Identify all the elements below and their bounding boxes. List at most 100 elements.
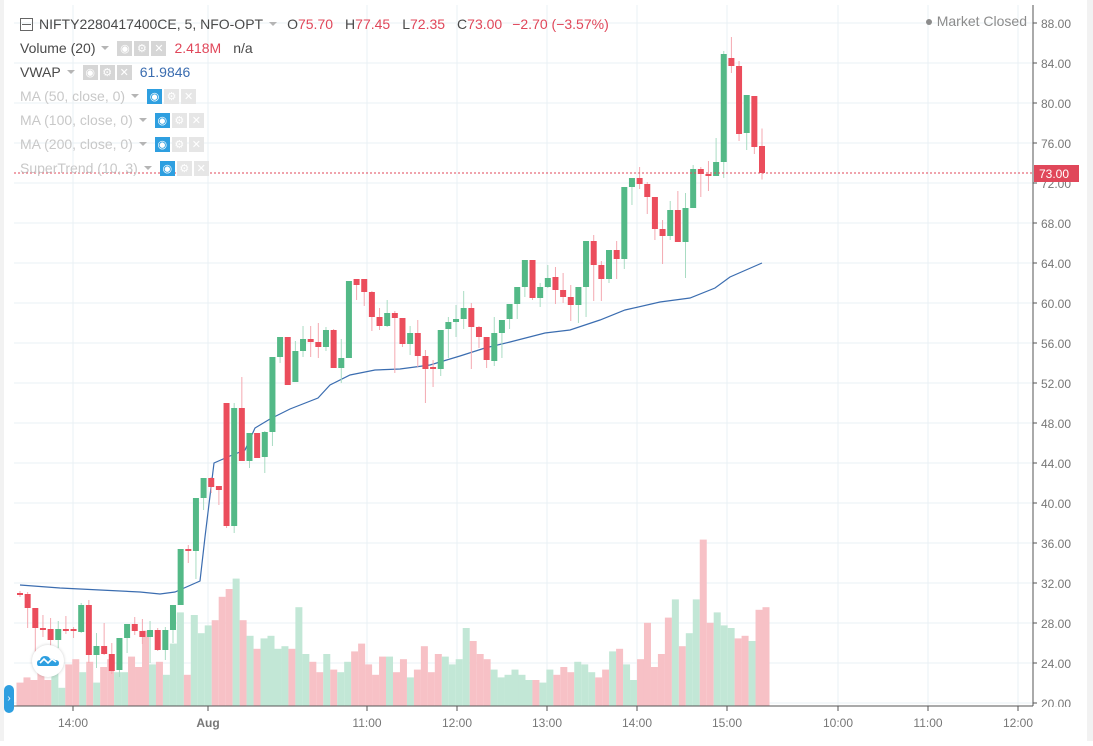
volume-bar bbox=[37, 651, 45, 706]
volume-bar bbox=[734, 638, 742, 706]
candle bbox=[445, 322, 452, 329]
symbol-title[interactable]: NIFTY2280417400CE, 5, NFO-OPT bbox=[39, 16, 264, 32]
close-icon[interactable]: ✕ bbox=[188, 112, 204, 128]
candle bbox=[636, 178, 643, 184]
indicator-caret-icon[interactable] bbox=[143, 166, 152, 170]
volume-bar bbox=[483, 659, 491, 706]
indicator-caret-icon[interactable] bbox=[101, 46, 110, 50]
volume-bar bbox=[365, 664, 373, 706]
price-tick-label: 88.00 bbox=[1041, 17, 1071, 31]
eye-icon[interactable]: ◉ bbox=[159, 160, 175, 176]
candle bbox=[407, 333, 414, 344]
volume-bar bbox=[337, 672, 345, 706]
indicator-caret-icon[interactable] bbox=[138, 142, 147, 146]
volume-bar bbox=[560, 667, 568, 706]
close-icon[interactable]: ✕ bbox=[193, 160, 209, 176]
candle bbox=[277, 337, 284, 357]
candle bbox=[322, 330, 329, 347]
gear-icon[interactable]: ⚙ bbox=[176, 160, 192, 176]
volume-bar bbox=[309, 661, 317, 706]
volume-bar bbox=[190, 615, 198, 706]
volume-bar bbox=[406, 677, 414, 706]
volume-bar bbox=[685, 633, 693, 706]
volume-bar bbox=[511, 669, 519, 706]
collapse-legend-icon[interactable] bbox=[20, 17, 33, 31]
volume-bar bbox=[323, 654, 331, 706]
low-value: 72.35 bbox=[410, 16, 446, 32]
volume-bar bbox=[462, 628, 470, 706]
indicator-caret-icon[interactable] bbox=[131, 94, 140, 98]
candle bbox=[139, 631, 146, 637]
close-icon[interactable]: ✕ bbox=[188, 136, 204, 152]
side-panel-toggle[interactable]: › bbox=[4, 685, 14, 713]
candle bbox=[644, 184, 651, 197]
volume-bar bbox=[567, 672, 575, 706]
eye-icon[interactable]: ◉ bbox=[154, 136, 170, 152]
volume-bar bbox=[204, 625, 212, 706]
candle bbox=[215, 486, 222, 490]
candle bbox=[307, 339, 314, 342]
open-label: O bbox=[287, 16, 298, 32]
indicator-name[interactable]: MA (100, close, 0) bbox=[20, 112, 133, 128]
eye-icon[interactable]: ◉ bbox=[147, 88, 163, 104]
candle bbox=[315, 342, 322, 347]
gear-icon[interactable]: ⚙ bbox=[171, 112, 187, 128]
time-tick-label: Aug bbox=[196, 716, 219, 730]
volume-bar bbox=[748, 641, 756, 706]
eye-icon[interactable]: ◉ bbox=[82, 64, 98, 80]
close-icon[interactable]: ✕ bbox=[151, 40, 167, 56]
close-icon[interactable]: ✕ bbox=[181, 88, 197, 104]
indicator-caret-icon[interactable] bbox=[66, 70, 75, 74]
candle bbox=[101, 646, 108, 654]
candle bbox=[537, 287, 544, 298]
candle bbox=[736, 66, 743, 134]
volume-bar bbox=[741, 635, 749, 706]
candle bbox=[208, 478, 215, 487]
chart-logo-button[interactable] bbox=[32, 645, 64, 677]
candle bbox=[384, 313, 391, 326]
volume-bar bbox=[532, 680, 540, 706]
gear-icon[interactable]: ⚙ bbox=[164, 88, 180, 104]
candle bbox=[93, 646, 100, 655]
eye-icon[interactable]: ◉ bbox=[154, 112, 170, 128]
indicator-caret-icon[interactable] bbox=[138, 118, 147, 122]
volume-bar bbox=[386, 656, 394, 706]
volume-bar bbox=[504, 674, 512, 706]
volume-bar bbox=[100, 667, 108, 706]
close-icon[interactable]: ✕ bbox=[116, 64, 132, 80]
candle bbox=[246, 433, 253, 461]
symbol-caret-icon[interactable] bbox=[269, 22, 278, 26]
high-value: 77.45 bbox=[355, 16, 391, 32]
volume-bar bbox=[16, 682, 24, 706]
volume-bar bbox=[455, 659, 463, 706]
cloud-chart-icon bbox=[37, 656, 59, 666]
open-value: 75.70 bbox=[297, 16, 334, 32]
volume-bar bbox=[155, 661, 163, 706]
indicator-name[interactable]: Volume (20) bbox=[20, 40, 96, 56]
volume-bar bbox=[720, 625, 728, 706]
indicator-name[interactable]: MA (50, close, 0) bbox=[20, 88, 126, 104]
volume-bar bbox=[434, 654, 442, 706]
indicator-name[interactable]: VWAP bbox=[20, 64, 61, 80]
candle bbox=[231, 408, 238, 526]
supertrend-legend-row: SuperTrend (10, 3) ◉ ⚙ ✕ bbox=[20, 156, 609, 180]
eye-icon[interactable]: ◉ bbox=[117, 40, 133, 56]
candle bbox=[491, 333, 498, 361]
gear-icon[interactable]: ⚙ bbox=[171, 136, 187, 152]
candle bbox=[147, 630, 154, 637]
gear-icon[interactable]: ⚙ bbox=[134, 40, 150, 56]
price-tick-label: 48.00 bbox=[1041, 417, 1071, 431]
candle bbox=[361, 279, 368, 292]
price-tick-label: 64.00 bbox=[1041, 257, 1071, 271]
candle bbox=[108, 654, 115, 671]
volume-bar bbox=[302, 654, 310, 706]
indicator-name[interactable]: MA (200, close, 0) bbox=[20, 136, 133, 152]
gear-icon[interactable]: ⚙ bbox=[99, 64, 115, 80]
candle bbox=[743, 95, 750, 133]
indicator-name[interactable]: SuperTrend (10, 3) bbox=[20, 160, 138, 176]
volume-bar bbox=[664, 617, 672, 706]
volume-bar bbox=[602, 669, 610, 706]
candle bbox=[514, 287, 521, 304]
volume-legend-row: Volume (20) ◉ ⚙ ✕ 2.418M n/a bbox=[20, 36, 609, 60]
